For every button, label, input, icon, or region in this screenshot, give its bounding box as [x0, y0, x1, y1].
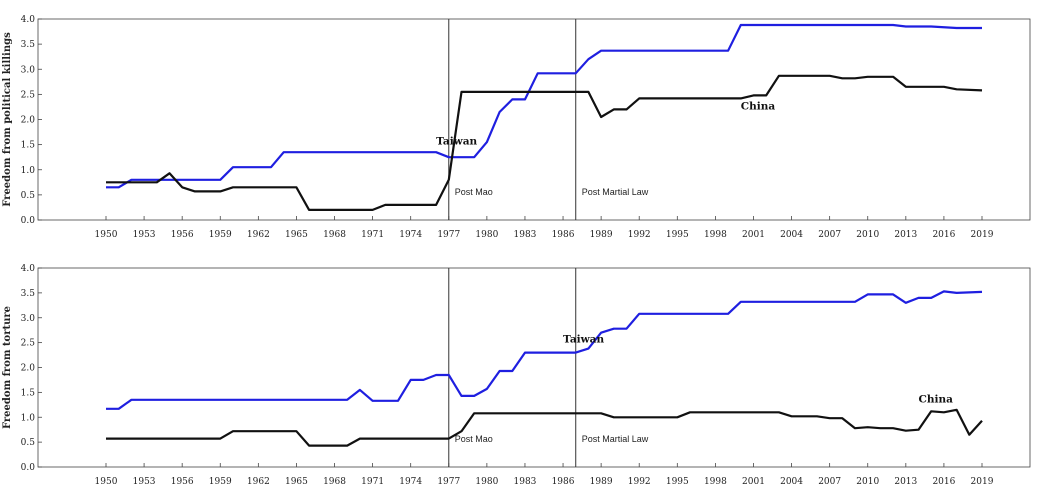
- y-tick-label: 2.5: [21, 339, 36, 349]
- x-tick-label: 1974: [399, 477, 422, 487]
- x-tick-label: 1992: [628, 477, 651, 487]
- x-tick-label: 1995: [666, 477, 689, 487]
- reference-annotation: Post Mao: [455, 434, 493, 444]
- x-tick-label: 2016: [932, 230, 955, 240]
- y-tick-label: 2.5: [21, 90, 36, 100]
- x-tick-label: 1950: [95, 477, 118, 487]
- x-tick-label: 1959: [209, 230, 232, 240]
- y-tick-label: 0.0: [21, 216, 36, 226]
- x-tick-label: 1962: [247, 230, 270, 240]
- x-tick-label: 1983: [514, 230, 537, 240]
- x-tick-label: 1953: [133, 477, 156, 487]
- reference-annotation: Post Martial Law: [582, 434, 649, 444]
- y-axis-label: Freedom from political killings: [2, 32, 13, 207]
- x-tick-label: 1968: [323, 230, 346, 240]
- y-tick-label: 4.0: [21, 15, 36, 25]
- x-tick-label: 1962: [247, 477, 270, 487]
- x-tick-label: 2007: [818, 230, 841, 240]
- x-tick-label: 2001: [742, 477, 765, 487]
- x-tick-label: 1986: [552, 230, 575, 240]
- y-tick-label: 1.5: [21, 388, 36, 398]
- series-line-taiwan: [106, 23, 982, 189]
- reference-annotation: Post Mao: [455, 187, 493, 197]
- y-tick-label: 3.5: [21, 40, 36, 50]
- x-tick-label: 1974: [399, 230, 422, 240]
- x-tick-label: 1959: [209, 477, 232, 487]
- x-tick-label: 1968: [323, 477, 346, 487]
- x-tick-label: 1986: [552, 477, 575, 487]
- x-tick-label: 1992: [628, 230, 651, 240]
- x-tick-label: 1965: [285, 477, 308, 487]
- x-tick-label: 1989: [590, 477, 613, 487]
- x-tick-label: 2001: [742, 230, 765, 240]
- x-tick-label: 1971: [361, 230, 384, 240]
- series-label-china: China: [741, 100, 776, 112]
- y-tick-label: 2.0: [21, 116, 36, 126]
- series-label-china: China: [919, 393, 954, 405]
- x-tick-label: 1995: [666, 230, 689, 240]
- plot-frame: [37, 267, 1031, 468]
- x-tick-label: 1998: [704, 477, 727, 487]
- y-tick-label: 0.5: [21, 438, 36, 448]
- series-label-taiwan: Taiwan: [436, 136, 477, 148]
- x-tick-label: 2013: [894, 477, 917, 487]
- series-line-taiwan: [106, 290, 983, 410]
- y-tick-label: 0.0: [21, 463, 36, 473]
- panel-torture: 0.0 0.5 1.0 1.5 2.0 2.5 3.0 3.5 4.0 1950 1953 1956 1…: [2, 264, 1031, 487]
- y-tick-label: 3.0: [21, 314, 36, 324]
- series-line-china: [106, 74, 983, 211]
- x-tick-label: 1980: [475, 477, 498, 487]
- x-tick-label: 1977: [437, 230, 460, 240]
- x-tick-label: 1971: [361, 477, 384, 487]
- x-tick-label: 2019: [971, 477, 994, 487]
- y-tick-label: 1.5: [21, 141, 36, 151]
- y-tick-label: 4.0: [21, 264, 36, 274]
- y-tick-label: 3.0: [21, 65, 36, 75]
- x-tick-label: 2010: [856, 230, 879, 240]
- x-tick-label: 1956: [171, 230, 194, 240]
- x-tick-label: 2004: [780, 230, 803, 240]
- x-tick-label: 1977: [437, 477, 460, 487]
- x-tick-label: 2004: [780, 477, 803, 487]
- series-label-taiwan: Taiwan: [563, 334, 604, 346]
- x-tick-label: 1983: [514, 477, 537, 487]
- x-tick-label: 1956: [171, 477, 194, 487]
- x-tick-label: 1953: [133, 230, 156, 240]
- y-tick-label: 0.5: [21, 191, 36, 201]
- x-tick-label: 1965: [285, 230, 308, 240]
- x-tick-label: 2007: [818, 477, 841, 487]
- x-tick-label: 1989: [590, 230, 613, 240]
- x-tick-label: 2010: [856, 477, 879, 487]
- x-tick-label: 2019: [971, 230, 994, 240]
- panel-political-killings: 0.0 0.5 1.0 1.5 2.0 2.5 3.0 3.5 4.0 1950 1953 1956 1…: [2, 15, 1031, 240]
- y-tick-label: 1.0: [21, 166, 36, 176]
- y-tick-label: 2.0: [21, 364, 36, 374]
- series-line-china: [106, 408, 983, 447]
- x-tick-label: 2013: [894, 230, 917, 240]
- reference-annotation: Post Martial Law: [582, 187, 649, 197]
- x-tick-label: 2016: [932, 477, 955, 487]
- x-tick-label: 1998: [704, 230, 727, 240]
- x-tick-label: 1980: [475, 230, 498, 240]
- y-axis-label: Freedom from torture: [2, 306, 13, 429]
- y-tick-label: 3.5: [21, 289, 36, 299]
- y-tick-label: 1.0: [21, 413, 36, 423]
- x-tick-label: 1950: [95, 230, 118, 240]
